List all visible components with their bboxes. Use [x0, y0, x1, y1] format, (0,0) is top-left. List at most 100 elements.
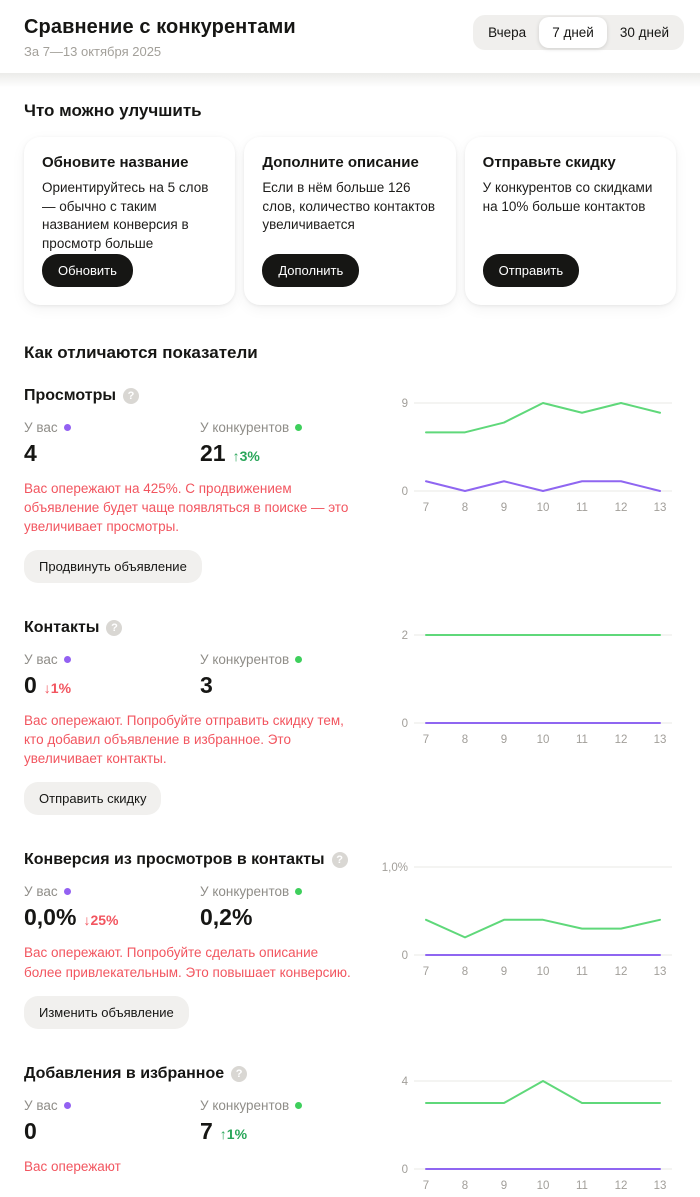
competitors-delta: ↑3%: [232, 447, 260, 464]
metric-title: Конверсия из просмотров в контакты: [24, 851, 325, 869]
competitors-dot-icon: [295, 423, 303, 431]
svg-text:13: 13: [654, 966, 667, 978]
period-segmented-control: Вчера 7 дней 30 дней: [473, 15, 684, 50]
competitors-delta: ↑1%: [219, 1125, 248, 1142]
favorites-chart: 4 0 7 8 9 10 11 12 13: [380, 1065, 676, 1197]
svg-text:8: 8: [462, 734, 468, 746]
card-title: Дополните описание: [262, 154, 419, 171]
tab-7-days[interactable]: 7 дней: [539, 17, 607, 48]
svg-text:7: 7: [423, 1180, 429, 1192]
svg-text:0: 0: [402, 718, 408, 730]
svg-text:9: 9: [501, 966, 507, 978]
header-divider: [0, 73, 700, 89]
competitors-dot-icon: [295, 1101, 303, 1109]
you-legend: У вас: [24, 420, 200, 435]
competitors-value: 7 ↑1%: [200, 1117, 248, 1144]
svg-text:0: 0: [402, 950, 408, 962]
svg-text:9: 9: [501, 1180, 507, 1192]
you-legend: У вас: [24, 884, 200, 899]
promote-listing-button[interactable]: Продвинуть объявление: [24, 549, 202, 583]
metric-note: Вас опережают: [24, 1158, 121, 1174]
svg-text:9: 9: [501, 502, 507, 514]
svg-text:10: 10: [537, 502, 550, 514]
svg-text:12: 12: [615, 1180, 628, 1192]
metric-block-contacts: Контакты ? У вас У конкурентов 0 ↓1% 3 Ва…: [24, 619, 676, 816]
metric-note: Вас опережают. Попробуйте сделать описан…: [24, 945, 351, 980]
you-dot-icon: [63, 888, 71, 896]
tab-30-days[interactable]: 30 дней: [607, 17, 682, 48]
competitors-value: 3: [200, 671, 213, 698]
metric-block-conversion: Конверсия из просмотров в контакты ? У в…: [24, 851, 676, 1029]
send-discount-action-button[interactable]: Отправить скидку: [24, 782, 162, 816]
svg-text:13: 13: [654, 734, 667, 746]
edit-listing-button[interactable]: Изменить объявление: [24, 995, 189, 1029]
svg-text:11: 11: [576, 734, 588, 746]
svg-text:13: 13: [654, 1180, 667, 1192]
improve-description-button[interactable]: Дополнить: [262, 253, 360, 287]
conversion-chart: 1,0% 0 7 8 9 10 11 12 13: [380, 851, 676, 983]
improvements-heading: Что можно улучшить: [24, 101, 202, 120]
you-dot-icon: [63, 423, 71, 431]
svg-text:0: 0: [402, 486, 408, 498]
competitors-legend: У конкурентов: [200, 652, 370, 667]
metric-block-favorites: Добавления в избранное ? У вас У конкуре…: [24, 1065, 676, 1197]
svg-text:12: 12: [615, 966, 628, 978]
svg-text:8: 8: [462, 966, 468, 978]
svg-text:2: 2: [402, 630, 408, 642]
svg-text:0: 0: [402, 1164, 408, 1176]
page-title: Сравнение с конкурентами: [24, 16, 296, 38]
help-icon[interactable]: ?: [331, 852, 348, 869]
page-header: Сравнение с конкурентами За 7—13 октября…: [0, 0, 700, 73]
svg-text:11: 11: [576, 1180, 588, 1192]
you-delta: ↓25%: [83, 912, 119, 929]
help-icon[interactable]: ?: [231, 1065, 248, 1082]
svg-text:8: 8: [462, 502, 468, 514]
card-body: Ориентируйтесь на 5 слов — обычно с таки…: [42, 180, 209, 251]
competitors-legend: У конкурентов: [200, 884, 370, 899]
metric-title: Просмотры: [24, 386, 117, 404]
svg-text:13: 13: [654, 502, 667, 514]
card-improve-description: Дополните описание Если в нём больше 126…: [244, 137, 456, 305]
you-delta: ↓1%: [43, 679, 72, 696]
svg-text:11: 11: [576, 966, 588, 978]
help-icon[interactable]: ?: [106, 619, 123, 636]
you-value: 0,0% ↓25%: [24, 904, 119, 931]
svg-text:9: 9: [402, 398, 408, 410]
tab-yesterday[interactable]: Вчера: [475, 17, 539, 48]
date-range-subtitle: За 7—13 октября 2025: [24, 44, 162, 59]
svg-text:9: 9: [501, 734, 507, 746]
you-legend: У вас: [24, 1098, 200, 1113]
you-value: 0: [24, 1117, 37, 1144]
send-discount-button[interactable]: Отправить: [482, 253, 580, 287]
you-dot-icon: [63, 655, 71, 663]
svg-text:12: 12: [615, 734, 628, 746]
metric-title: Добавления в избранное: [24, 1064, 225, 1082]
svg-text:12: 12: [615, 502, 628, 514]
svg-text:10: 10: [537, 966, 550, 978]
svg-text:10: 10: [537, 734, 550, 746]
card-body: У конкурентов со скидками на 10% больше …: [482, 180, 653, 214]
svg-text:7: 7: [423, 502, 429, 514]
you-legend: У вас: [24, 652, 200, 667]
svg-text:1,0%: 1,0%: [382, 862, 408, 874]
card-title: Обновите название: [42, 154, 189, 171]
card-title: Отправьте скидку: [482, 154, 616, 171]
you-value: 0 ↓1%: [24, 671, 72, 698]
help-icon[interactable]: ?: [123, 387, 140, 404]
metric-block-views: Просмотры ? У вас У конкурентов 4 21 ↑3% …: [24, 387, 676, 583]
svg-text:11: 11: [576, 502, 588, 514]
metrics-heading: Как отличаются показатели: [24, 342, 258, 362]
update-title-button[interactable]: Обновить: [42, 253, 133, 287]
competitors-legend: У конкурентов: [200, 1098, 370, 1113]
competitors-value: 21 ↑3%: [200, 439, 260, 466]
svg-text:4: 4: [402, 1076, 409, 1088]
competitors-dot-icon: [295, 888, 303, 896]
you-dot-icon: [63, 1101, 71, 1109]
competitors-dot-icon: [295, 655, 303, 663]
metric-note: Вас опережают. Попробуйте отправить скид…: [24, 712, 344, 767]
svg-text:7: 7: [423, 734, 429, 746]
card-update-title: Обновите название Ориентируйтесь на 5 сл…: [24, 137, 236, 305]
competitors-value: 0,2%: [200, 904, 253, 931]
svg-text:7: 7: [423, 966, 429, 978]
